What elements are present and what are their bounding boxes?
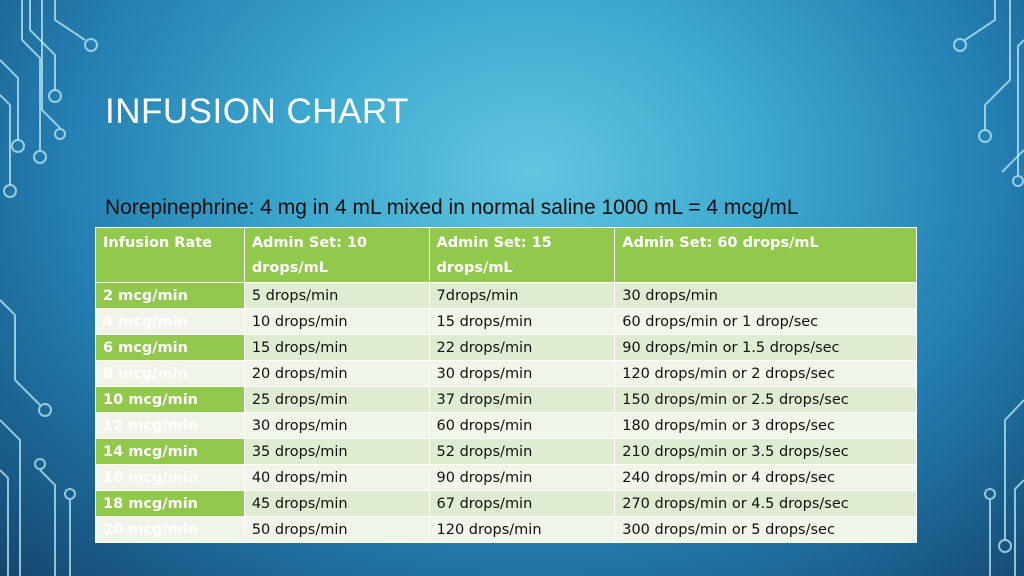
table-row: 20 mcg/min 50 drops/min 120 drops/min 30… [95,516,917,543]
admin-set-10-cell: 30 drops/min [243,412,430,439]
table-row: 16 mcg/min 40 drops/min 90 drops/min 240… [95,464,917,491]
slide-title: INFUSION CHART [105,92,409,131]
admin-set-15-cell: 7drops/min [428,282,616,309]
admin-set-60-cell: 180 drops/min or 3 drops/sec [614,412,917,439]
table-row: 12 mcg/min 30 drops/min 60 drops/min 180… [95,412,917,439]
admin-set-60-cell: 90 drops/min or 1.5 drops/sec [614,334,917,361]
admin-set-60-cell: 30 drops/min [614,282,917,309]
header-admin-set-60: Admin Set: 60 drops/mL [614,227,917,283]
admin-set-60-cell: 120 drops/min or 2 drops/sec [614,360,917,387]
admin-set-15-cell: 22 drops/min [428,334,616,361]
table-row: 2 mcg/min 5 drops/min 7drops/min 30 drop… [95,282,917,309]
infusion-rate-cell: 12 mcg/min [95,412,245,439]
admin-set-15-cell: 15 drops/min [428,308,616,335]
infusion-rate-cell: 18 mcg/min [95,490,245,517]
admin-set-10-cell: 40 drops/min [243,464,430,491]
header-infusion-rate: Infusion Rate [95,227,245,283]
infusion-rate-cell: 8 mcg/min [95,360,245,387]
admin-set-60-cell: 210 drops/min or 3.5 drops/sec [614,438,917,465]
admin-set-10-cell: 5 drops/min [243,282,430,309]
admin-set-10-cell: 15 drops/min [243,334,430,361]
admin-set-60-cell: 300 drops/min or 5 drops/sec [614,516,917,543]
admin-set-15-cell: 52 drops/min [428,438,616,465]
header-admin-set-15: Admin Set: 15 drops/mL [428,227,616,283]
table-row: 6 mcg/min 15 drops/min 22 drops/min 90 d… [95,334,917,361]
admin-set-15-cell: 37 drops/min [428,386,616,413]
admin-set-10-cell: 50 drops/min [243,516,430,543]
admin-set-60-cell: 150 drops/min or 2.5 drops/sec [614,386,917,413]
infusion-rate-cell: 4 mcg/min [95,308,245,335]
admin-set-10-cell: 45 drops/min [243,490,430,517]
table-row: 4 mcg/min 10 drops/min 15 drops/min 60 d… [95,308,917,335]
admin-set-15-cell: 67 drops/min [428,490,616,517]
table-row: 10 mcg/min 25 drops/min 37 drops/min 150… [95,386,917,413]
infusion-rate-cell: 14 mcg/min [95,438,245,465]
table-row: 18 mcg/min 45 drops/min 67 drops/min 270… [95,490,917,517]
admin-set-15-cell: 120 drops/min [428,516,616,543]
admin-set-60-cell: 270 drops/min or 4.5 drops/sec [614,490,917,517]
table-row: 8 mcg/min 20 drops/min 30 drops/min 120 … [95,360,917,387]
infusion-rate-cell: 20 mcg/min [95,516,245,543]
table-row: 14 mcg/min 35 drops/min 52 drops/min 210… [95,438,917,465]
infusion-rate-cell: 6 mcg/min [95,334,245,361]
infusion-rate-cell: 10 mcg/min [95,386,245,413]
admin-set-60-cell: 60 drops/min or 1 drop/sec [614,308,917,335]
admin-set-10-cell: 35 drops/min [243,438,430,465]
admin-set-15-cell: 30 drops/min [428,360,616,387]
admin-set-15-cell: 90 drops/min [428,464,616,491]
slide-subtitle: Norepinephrine: 4 mg in 4 mL mixed in no… [105,196,799,219]
admin-set-10-cell: 20 drops/min [243,360,430,387]
admin-set-60-cell: 240 drops/min or 4 drops/sec [614,464,917,491]
admin-set-10-cell: 10 drops/min [243,308,430,335]
infusion-table: Infusion Rate Admin Set: 10 drops/mL Adm… [95,227,917,543]
admin-set-15-cell: 60 drops/min [428,412,616,439]
admin-set-10-cell: 25 drops/min [243,386,430,413]
infusion-rate-cell: 2 mcg/min [95,282,245,309]
header-admin-set-10: Admin Set: 10 drops/mL [243,227,430,283]
infusion-rate-cell: 16 mcg/min [95,464,245,491]
table-header-row: Infusion Rate Admin Set: 10 drops/mL Adm… [95,227,917,283]
